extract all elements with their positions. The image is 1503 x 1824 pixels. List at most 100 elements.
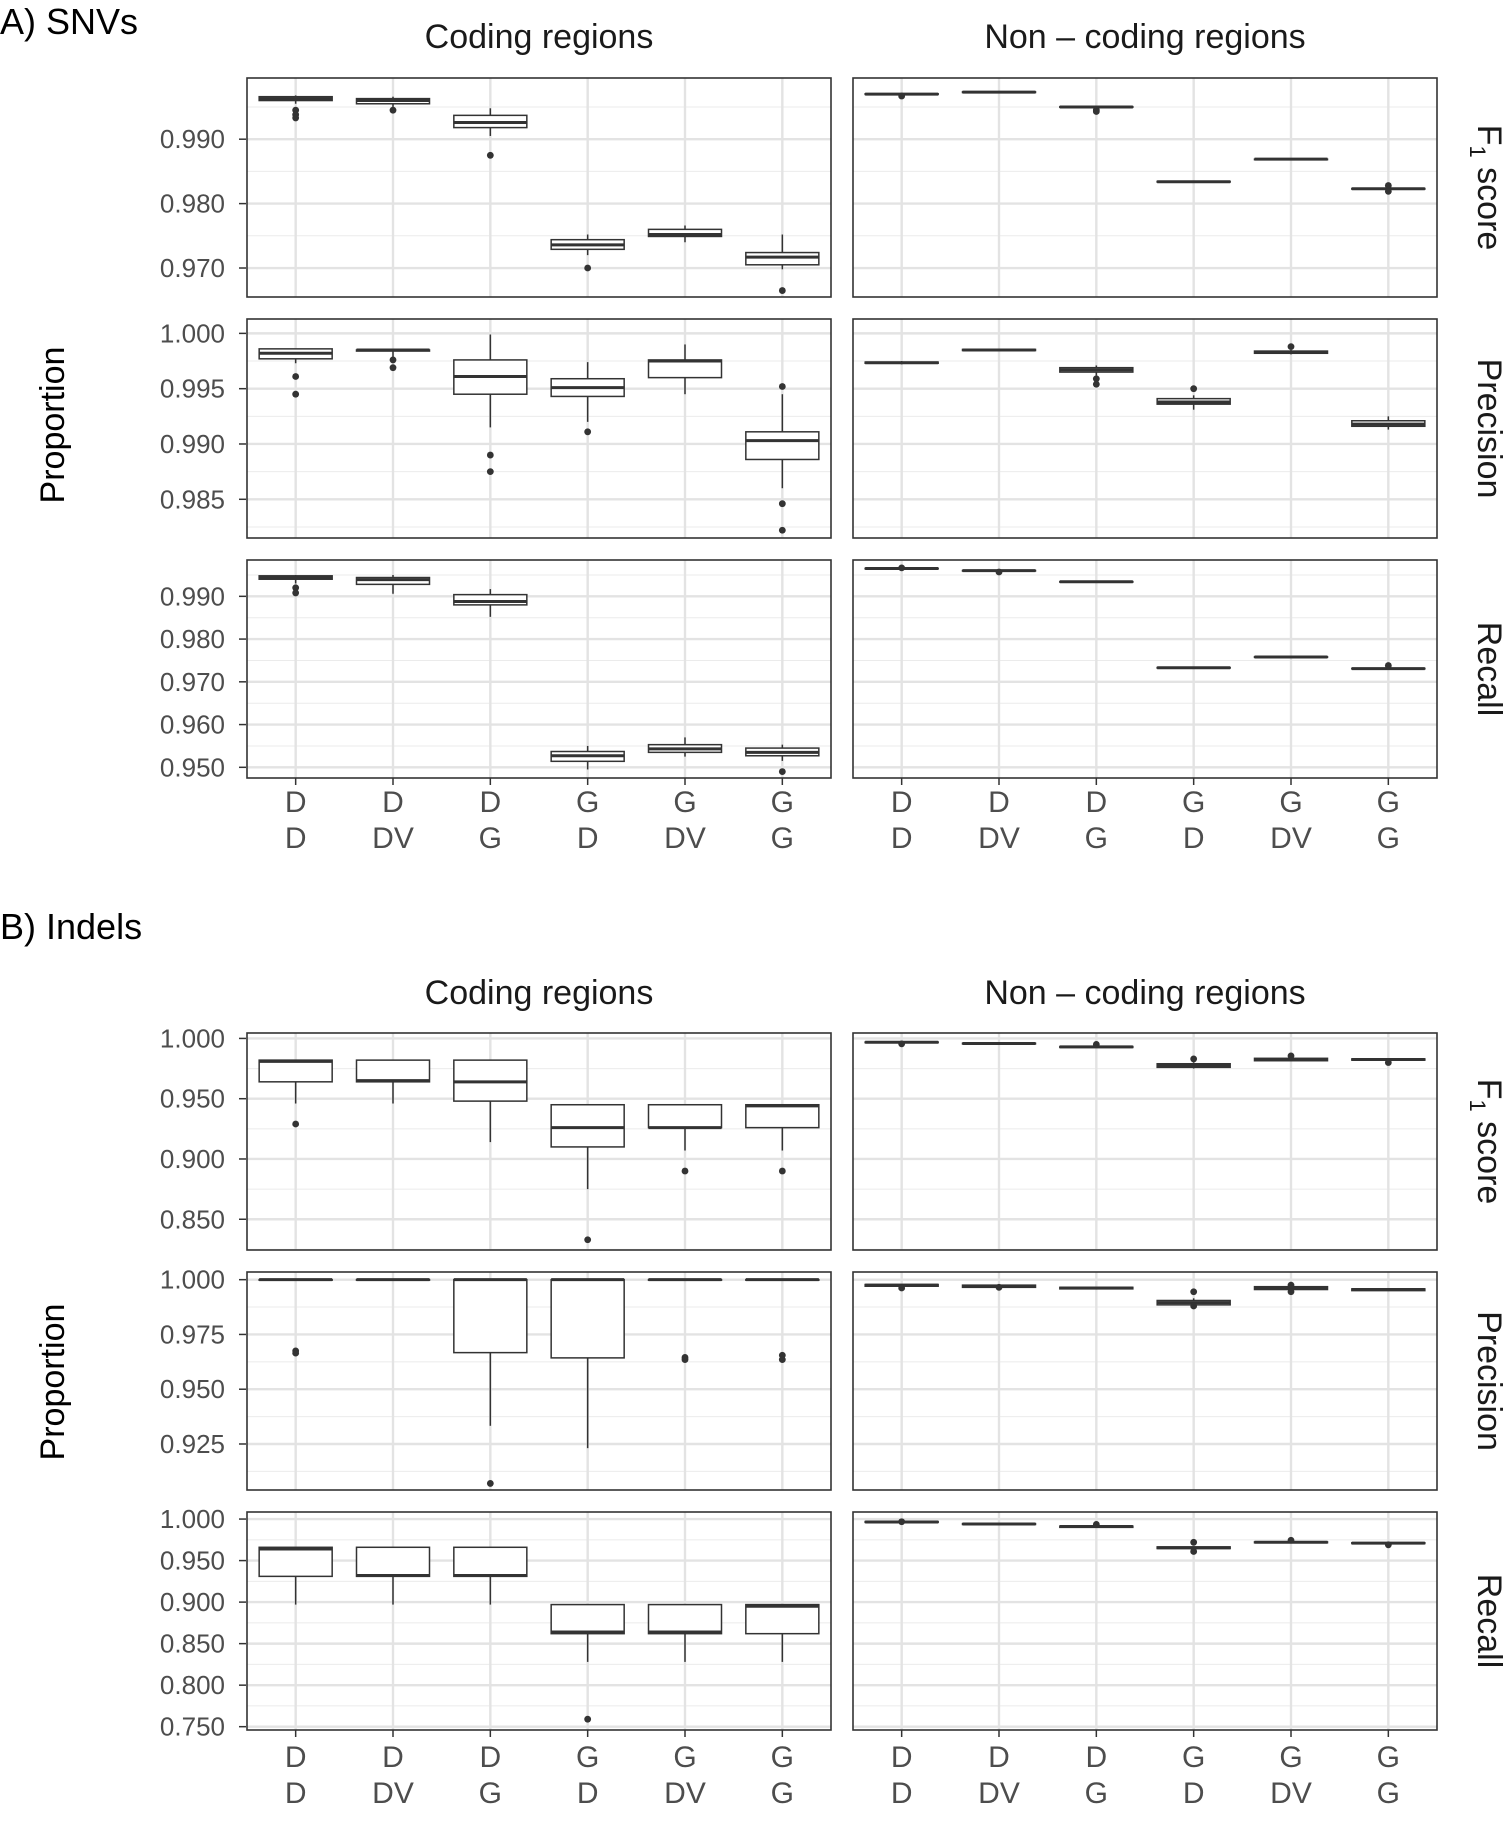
boxplot [258,95,333,122]
boxplot [1351,1058,1426,1066]
x-tick-label-line2: G [1085,1777,1108,1810]
x-tick-label-line2: D [1183,1777,1205,1810]
panel [246,318,832,539]
outlier-point [1190,1302,1198,1310]
panel [246,1271,832,1491]
outlier-point [1092,1521,1100,1528]
outlier-point [1384,1541,1392,1549]
outlier-point [778,383,786,390]
x-tick-label-line1: D [479,786,501,819]
panel-border [246,1032,832,1251]
boxplot [355,348,431,372]
chart-title: B) Indels [0,906,142,947]
boxplot [1156,1288,1231,1310]
outlier-point [1190,1538,1198,1546]
boxplot [258,574,333,597]
panel [852,1271,1438,1491]
boxplot [1253,157,1329,161]
boxplot [453,334,528,476]
outlier-point [389,106,397,114]
x-tick-label-line2: G [479,1777,502,1810]
boxplot [647,737,723,757]
outlier-point [389,356,397,364]
panel-background [247,1272,831,1490]
boxplot [550,745,625,770]
boxplot [647,1278,723,1364]
y-axis-label: Proportion [34,1304,72,1461]
boxplot [355,96,431,114]
facet-row-title-main: F [1470,125,1503,146]
chart-section-1: B) Indels Coding regions Non – coding regi… [0,906,1503,1810]
boxplot [1351,1288,1426,1292]
box-iqr [647,359,723,379]
panel-background [853,560,1437,778]
outlier-point [1092,375,1100,383]
panel-border [246,559,832,779]
x-tick-label-line1: G [1279,1741,1302,1774]
y-tick-label: 0.950 [160,1374,225,1404]
x-tick-label-line1: D [1085,1741,1107,1774]
x-tick-label-line2: G [771,1777,794,1810]
x-tick-label-line1: G [1279,786,1302,819]
boxplot [453,108,528,159]
boxplot [550,1278,625,1449]
facet-row-title-subscript: 1 [1465,145,1490,157]
outlier-point [898,1284,906,1292]
y-tick-label: 0.850 [160,1204,225,1234]
panel-background [247,1033,831,1250]
outlier-point [681,1167,689,1175]
boxplot [453,1278,528,1487]
panel-background [853,1272,1437,1490]
outlier-point [292,589,300,597]
panel [852,77,1438,298]
box-iqr [453,593,528,606]
x-tick-label-line2: G [1377,1777,1400,1810]
boxplot [550,1103,625,1244]
boxplot [258,1278,333,1357]
outlier-point [995,1283,1003,1291]
box-iqr [647,228,723,238]
facet-column-title: Coding regions [425,974,654,1012]
outlier-point [1384,182,1392,189]
chart-section-0: A) SNVs Coding regions Non – coding region… [0,1,1503,855]
y-tick-label: 0.990 [160,581,225,611]
outlier-point [1287,1052,1295,1060]
boxplot [864,564,939,572]
boxplot [1156,666,1231,670]
outlier-point [778,500,786,508]
panel-background [247,560,831,778]
outlier-point [1287,343,1295,351]
outlier-point [1384,1059,1392,1066]
box-iqr [355,1059,431,1083]
panel-border [852,1271,1438,1491]
boxplot [647,1103,723,1175]
x-tick-label-line1: D [891,786,913,819]
outlier-point [1384,187,1392,195]
outlier-point [898,92,906,100]
panel [246,1032,832,1251]
facet-row-title: Recall [1470,1574,1503,1668]
x-tick-label-line1: G [771,1741,794,1774]
x-tick-label-line2: G [1377,822,1400,855]
boxplot [961,1041,1037,1045]
x-tick-label-line1: D [479,1741,501,1774]
box-iqr [647,1103,723,1129]
y-tick-label: 0.850 [160,1629,225,1659]
outlier-point [1287,1281,1295,1289]
x-tick-label-line1: G [576,786,599,819]
boxplot [1059,580,1134,584]
outlier-point [292,584,300,592]
y-tick-label: 0.980 [160,189,225,219]
boxplot [864,1283,939,1292]
y-tick-label: 0.970 [160,253,225,283]
facet-row-title-subscript: 1 [1465,1099,1490,1111]
boxplot [1351,1541,1426,1549]
x-tick-label-line2: G [771,822,794,855]
x-tick-label-line1: D [382,1741,404,1774]
panel-background [247,78,831,297]
panel-background [853,319,1437,538]
x-tick-label-line2: DV [372,822,414,855]
